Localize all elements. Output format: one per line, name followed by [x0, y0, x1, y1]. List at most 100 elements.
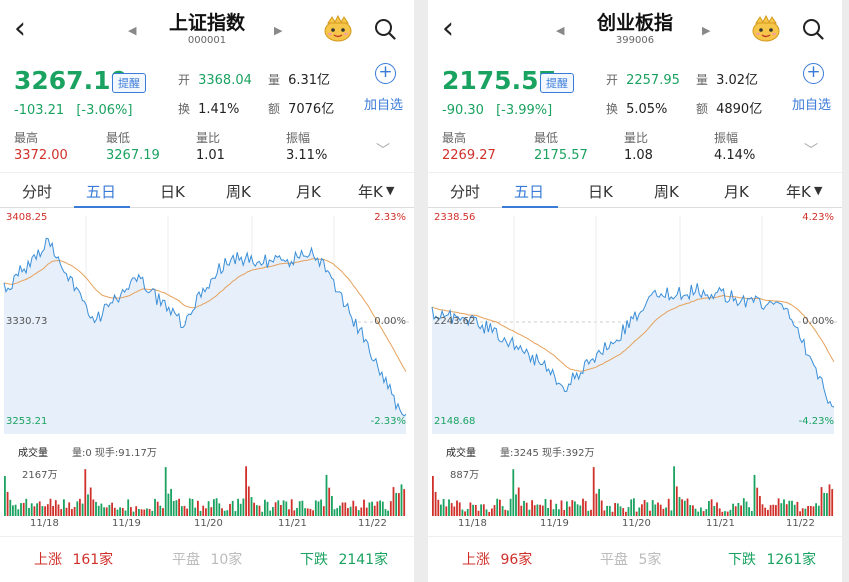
dropdown-caret-icon[interactable]: ▼: [386, 184, 395, 197]
chevron-down-icon[interactable]: ﹀: [804, 143, 818, 159]
stat-label: 最高: [442, 131, 467, 145]
add-watchlist-button[interactable]: 加自选: [364, 98, 404, 113]
volume-chart[interactable]: 887万: [428, 462, 842, 532]
volume-bar: [809, 506, 812, 516]
volume-bar: [552, 509, 555, 516]
back-chevron-icon[interactable]: ‹: [14, 11, 26, 46]
open-stat: 开 2257.95: [606, 69, 680, 88]
price-chart-svg: [3, 216, 410, 434]
volume-bar: [116, 509, 119, 516]
add-watchlist-button[interactable]: 加自选: [792, 98, 832, 113]
volume-bar: [777, 498, 780, 516]
volume-bar: [630, 499, 633, 516]
current-price: 3267.19: [14, 66, 128, 95]
tab-period[interactable]: 周K: [654, 183, 679, 201]
volume-bar: [769, 505, 772, 516]
volume-bar: [162, 508, 164, 516]
mascot-icon[interactable]: [750, 14, 782, 42]
volume-bar: [673, 466, 675, 516]
volume-bar: [183, 505, 186, 516]
volume-bar: [368, 502, 371, 516]
stat-label: 振幅: [714, 131, 739, 145]
mascot-icon[interactable]: [322, 14, 354, 42]
search-icon[interactable]: [802, 18, 824, 40]
volume-bar: [347, 508, 349, 516]
volume-bar: [785, 504, 788, 516]
prev-triangle-icon[interactable]: ◀: [128, 24, 137, 37]
volume-bar: [172, 501, 175, 516]
volume-bar: [277, 500, 280, 516]
fall-label: 下跌: [728, 552, 756, 568]
tab-period[interactable]: 年K: [358, 183, 383, 201]
dropdown-caret-icon[interactable]: ▼: [814, 184, 823, 197]
next-triangle-icon[interactable]: ▶: [274, 24, 283, 37]
volume-bar: [456, 500, 458, 516]
volume-bar: [791, 500, 793, 516]
tab-period[interactable]: 分时: [22, 183, 53, 201]
tab-period[interactable]: 年K: [786, 183, 811, 201]
tab-period[interactable]: 月K: [296, 183, 321, 201]
volume-bar: [146, 508, 148, 516]
volume-bar: [539, 504, 541, 516]
volume-bar: [633, 498, 635, 516]
five-day-chart[interactable]: 3408.25 3330.73 3253.21 2.33% 0.00% -2.3…: [0, 208, 414, 436]
volume-bar: [582, 498, 584, 516]
volume-bar: [606, 505, 608, 516]
volume-bar: [65, 507, 68, 516]
tab-period[interactable]: 日K: [160, 183, 185, 201]
volume-bar: [504, 509, 507, 516]
volume-bar: [188, 498, 191, 516]
volume-bar: [38, 501, 41, 516]
chevron-down-icon[interactable]: ﹀: [376, 143, 390, 159]
tab-period[interactable]: 五日: [514, 183, 545, 201]
volume-bar: [167, 493, 170, 516]
volume-bar: [392, 487, 395, 516]
volume-bar: [258, 505, 261, 516]
tab-period[interactable]: 日K: [588, 183, 613, 201]
price-alert-button[interactable]: 提醒: [540, 73, 574, 93]
prev-triangle-icon[interactable]: ◀: [556, 24, 565, 37]
back-chevron-icon[interactable]: ‹: [442, 11, 454, 46]
amount-stat: 额 7076亿: [268, 98, 334, 117]
volume-bar: [625, 511, 627, 516]
volume-chart[interactable]: 2167万: [0, 462, 414, 532]
volume-bar: [700, 507, 702, 516]
volume-bar: [434, 491, 437, 516]
next-triangle-icon[interactable]: ▶: [702, 24, 711, 37]
volume-bar: [231, 500, 234, 516]
tab-period[interactable]: 周K: [226, 183, 251, 201]
plus-circle-icon[interactable]: +: [803, 63, 824, 84]
tab-period[interactable]: 五日: [86, 183, 117, 201]
fall-value: 2141家: [338, 552, 389, 568]
volume-bar: [651, 500, 654, 516]
day-label: 11/18: [458, 518, 487, 529]
stat-value: 3267.19: [106, 148, 160, 163]
volume-bar: [12, 505, 14, 516]
volume-bar: [381, 501, 384, 516]
volume-bar: [154, 498, 156, 516]
volume-bar: [264, 499, 266, 516]
volume-bar: [775, 505, 777, 516]
volume-bar: [30, 503, 33, 516]
volume-bar: [234, 511, 237, 516]
y-axis-mid: 2243.62: [434, 316, 476, 327]
volume-bar: [339, 505, 341, 516]
volume-bar: [17, 509, 20, 516]
five-day-chart[interactable]: 2338.56 2243.62 2148.68 4.23% 0.00% -4.2…: [428, 208, 842, 436]
plus-circle-icon[interactable]: +: [375, 63, 396, 84]
volume-bar: [646, 502, 649, 516]
tab-period[interactable]: 月K: [724, 183, 749, 201]
volume-bar: [344, 502, 347, 516]
stat-value: 2269.27: [442, 148, 496, 163]
day-label: 11/19: [112, 518, 141, 529]
volume-bar: [761, 504, 764, 516]
tab-period[interactable]: 分时: [450, 183, 481, 201]
open-label: 开: [178, 73, 191, 87]
volume-bar: [306, 508, 309, 516]
market-breadth: 上涨 96家 平盘 5家 下跌 1261家: [428, 536, 842, 582]
volume-bar: [466, 509, 469, 516]
price-alert-button[interactable]: 提醒: [112, 73, 146, 93]
volume-bar: [140, 509, 143, 516]
search-icon[interactable]: [374, 18, 396, 40]
volume-bar: [73, 507, 76, 516]
